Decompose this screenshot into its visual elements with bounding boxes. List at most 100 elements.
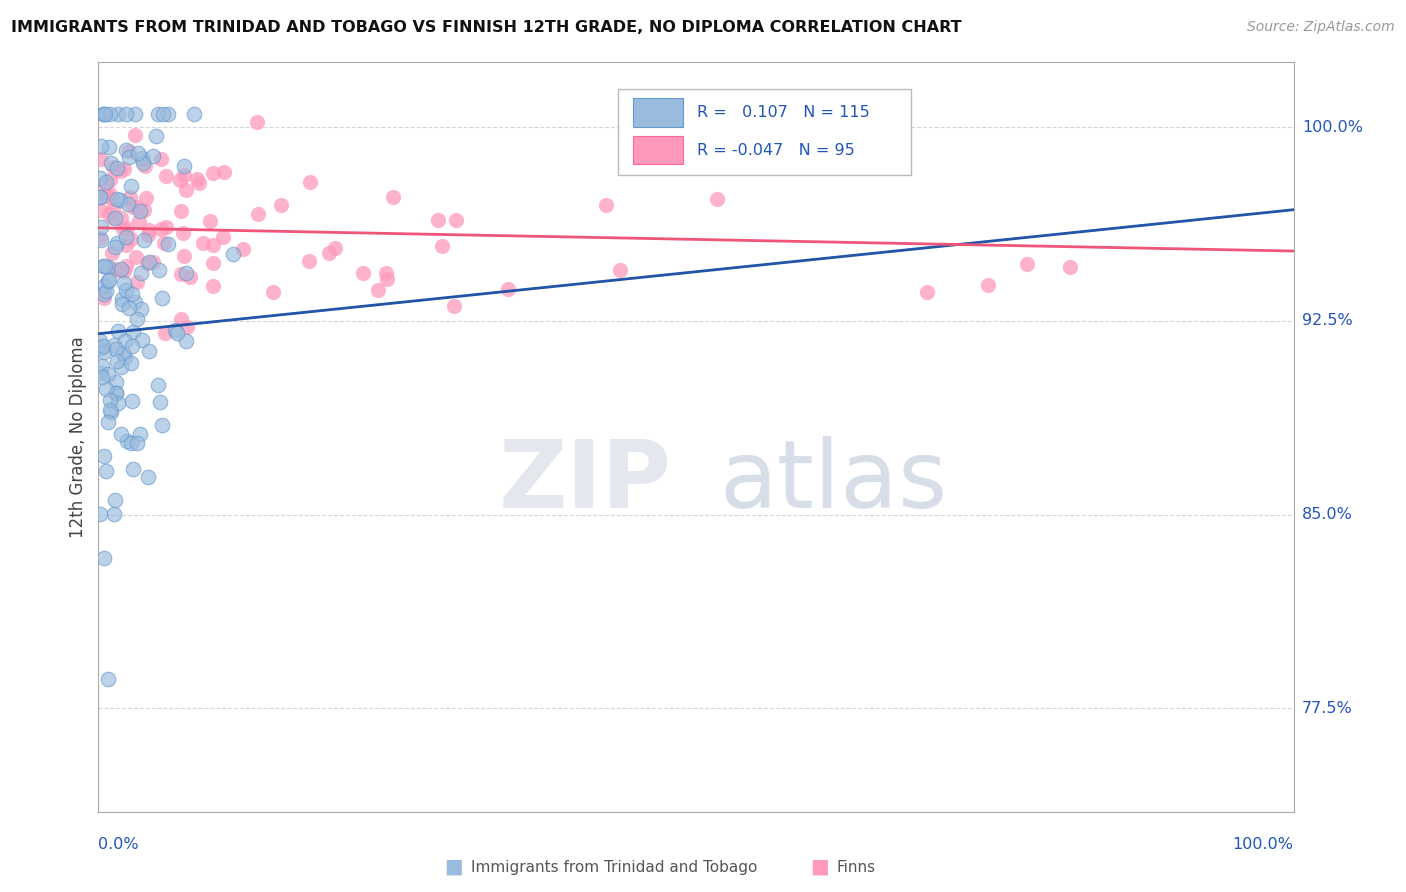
Text: R = -0.047   N = 95: R = -0.047 N = 95: [697, 143, 855, 158]
Point: [183, 107, 205, 121]
Point: [595, 198, 617, 212]
Point: [107, 325, 129, 339]
Text: 0.0%: 0.0%: [98, 837, 139, 852]
Point: [621, 155, 644, 169]
Point: [89, 334, 111, 348]
Point: [89, 202, 111, 217]
Point: [231, 242, 253, 256]
Point: [98, 273, 121, 287]
Point: [270, 198, 292, 212]
Point: [762, 159, 785, 173]
Point: [112, 222, 135, 236]
Point: [120, 179, 142, 194]
Point: [131, 151, 153, 165]
Point: [115, 434, 138, 449]
Point: [200, 214, 222, 228]
Point: [114, 238, 136, 252]
Point: [114, 350, 136, 364]
Point: [93, 107, 115, 121]
Point: [118, 150, 141, 164]
Point: [163, 323, 186, 337]
Point: [173, 168, 195, 182]
Point: [89, 366, 111, 380]
Point: [153, 326, 176, 340]
Point: [152, 235, 174, 250]
Bar: [633, 136, 683, 164]
Point: [94, 464, 117, 478]
Point: [114, 230, 136, 244]
Text: ▪: ▪: [808, 853, 830, 881]
Point: [103, 211, 125, 226]
Point: [138, 223, 160, 237]
Text: 92.5%: 92.5%: [1302, 313, 1353, 328]
Point: [1017, 257, 1039, 271]
Point: [169, 267, 191, 281]
Text: atlas: atlas: [720, 436, 948, 528]
Point: [915, 285, 938, 300]
Point: [141, 149, 163, 163]
Point: [110, 427, 132, 442]
Point: [100, 405, 122, 419]
Point: [146, 107, 169, 121]
Point: [128, 204, 150, 219]
Point: [124, 107, 146, 121]
Point: [186, 172, 208, 186]
Point: [112, 264, 135, 278]
Point: [90, 233, 112, 247]
Point: [114, 334, 136, 348]
Point: [90, 139, 112, 153]
Point: [91, 359, 114, 374]
Point: [127, 275, 149, 289]
Point: [115, 220, 138, 235]
Point: [202, 166, 225, 180]
Point: [118, 301, 141, 315]
Point: [100, 392, 122, 407]
Text: ▪: ▪: [443, 853, 464, 881]
Point: [94, 259, 117, 273]
Point: [89, 190, 111, 204]
Point: [121, 287, 143, 301]
Point: [98, 186, 121, 201]
Point: [247, 207, 270, 221]
Point: [105, 385, 128, 400]
Point: [121, 393, 143, 408]
Point: [125, 312, 148, 326]
Point: [212, 165, 235, 179]
Point: [107, 396, 129, 410]
Point: [121, 339, 143, 353]
Point: [91, 339, 114, 353]
Text: R =   0.107   N = 115: R = 0.107 N = 115: [697, 105, 870, 120]
Point: [115, 259, 138, 273]
Point: [110, 359, 132, 374]
Point: [107, 263, 129, 277]
Point: [125, 200, 148, 214]
Point: [156, 107, 179, 121]
Point: [89, 230, 111, 244]
Point: [115, 107, 138, 121]
Point: [155, 220, 177, 235]
Point: [93, 344, 115, 359]
Point: [100, 156, 122, 170]
Point: [110, 211, 132, 226]
Point: [112, 346, 135, 360]
Point: [381, 189, 404, 203]
Point: [352, 266, 374, 280]
Point: [179, 270, 201, 285]
Point: [367, 283, 389, 297]
Point: [105, 235, 128, 250]
Point: [94, 175, 117, 189]
Point: [110, 262, 132, 277]
Point: [127, 146, 149, 161]
Text: Finns: Finns: [837, 860, 876, 874]
Point: [323, 241, 346, 255]
Point: [176, 320, 198, 334]
Point: [134, 233, 156, 247]
Point: [124, 128, 146, 143]
Point: [97, 260, 120, 274]
Point: [97, 368, 120, 382]
Text: IMMIGRANTS FROM TRINIDAD AND TOBAGO VS FINNISH 12TH GRADE, NO DIPLOMA CORRELATIO: IMMIGRANTS FROM TRINIDAD AND TOBAGO VS F…: [11, 20, 962, 35]
Point: [97, 415, 120, 429]
Point: [112, 276, 135, 290]
Point: [90, 152, 112, 166]
Point: [104, 211, 127, 226]
